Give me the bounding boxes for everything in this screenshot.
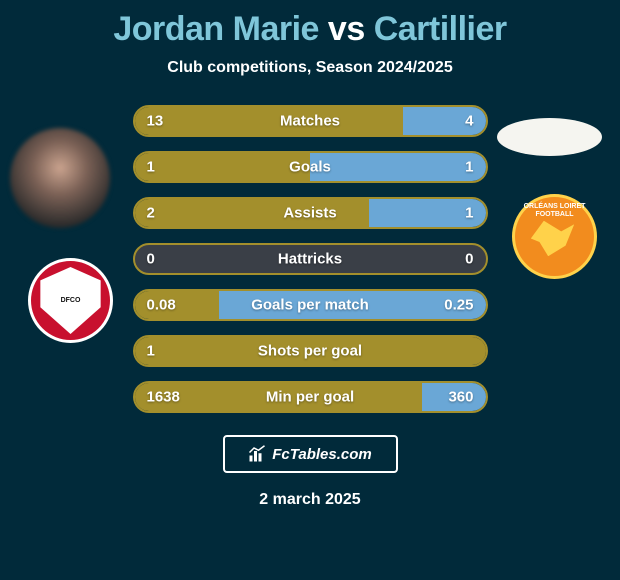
- title-player-left: Jordan Marie: [113, 10, 319, 48]
- footer-date: 2 march 2025: [0, 491, 620, 509]
- club-left-label: DFCO: [53, 297, 89, 305]
- brand-text: FcTables.com: [272, 446, 371, 463]
- subtitle-text: Club competitions, Season 2024/2025: [0, 59, 620, 77]
- stat-label: Matches: [280, 113, 340, 130]
- title-vs: vs: [328, 10, 365, 48]
- stat-value-left: 0.08: [147, 297, 176, 314]
- club-right-label: ORLÉANS LOIRET FOOTBALL: [515, 203, 594, 218]
- brand-box: FcTables.com: [223, 435, 398, 473]
- stat-row: 1 1 Goals: [133, 151, 488, 183]
- player-right-flag: [497, 118, 602, 156]
- stat-label: Assists: [283, 205, 336, 222]
- stat-row: 13 4 Matches: [133, 105, 488, 137]
- chart-icon: [248, 445, 266, 463]
- player-left-photo: [10, 128, 110, 228]
- stat-value-left: 0: [147, 251, 155, 268]
- stat-value-right: 1: [465, 159, 473, 176]
- stat-value-left: 1: [147, 159, 155, 176]
- stat-row: 0.08 0.25 Goals per match: [133, 289, 488, 321]
- club-left-badge: DFCO: [28, 258, 113, 343]
- club-right-badge: ORLÉANS LOIRET FOOTBALL: [512, 194, 597, 279]
- stat-value-right: 4: [465, 113, 473, 130]
- stat-bar-right: [310, 153, 486, 181]
- title-player-right: Cartillier: [374, 10, 507, 48]
- stat-value-left: 2: [147, 205, 155, 222]
- stat-row: 1638 360 Min per goal: [133, 381, 488, 413]
- stat-value-right: 1: [465, 205, 473, 222]
- stat-value-left: 1: [147, 343, 155, 360]
- stat-label: Min per goal: [266, 389, 354, 406]
- stat-value-right: 0: [465, 251, 473, 268]
- stat-value-left: 13: [147, 113, 164, 130]
- stat-bar-left: [135, 153, 311, 181]
- stat-value-left: 1638: [147, 389, 180, 406]
- stat-label: Goals: [289, 159, 331, 176]
- stats-list: 13 4 Matches 1 1 Goals 2 1 Assists 0 0 Hattricks 0.0…: [133, 105, 488, 413]
- stat-value-right: 0.25: [444, 297, 473, 314]
- left-column: DFCO: [8, 128, 118, 343]
- stat-label: Goals per match: [251, 297, 369, 314]
- stat-value-right: 360: [448, 389, 473, 406]
- page-title: Jordan Marie vs Cartillier: [0, 0, 620, 49]
- right-column: ORLÉANS LOIRET FOOTBALL: [502, 118, 612, 279]
- stat-row: 1 Shots per goal: [133, 335, 488, 367]
- stat-bar-left: [135, 107, 404, 135]
- stat-row: 0 0 Hattricks: [133, 243, 488, 275]
- stat-label: Shots per goal: [258, 343, 362, 360]
- stat-row: 2 1 Assists: [133, 197, 488, 229]
- stat-label: Hattricks: [278, 251, 342, 268]
